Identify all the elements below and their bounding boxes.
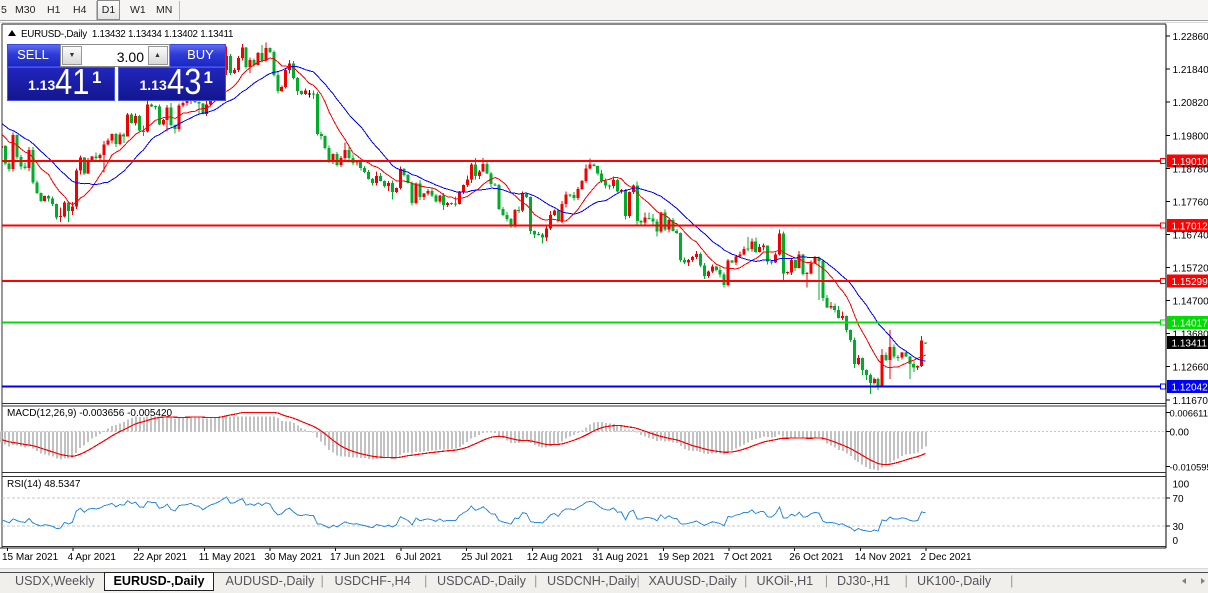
svg-text:1.14017: 1.14017 [1172, 319, 1208, 330]
svg-text:6 Jul 2021: 6 Jul 2021 [396, 552, 443, 563]
svg-text:1.15720: 1.15720 [1173, 264, 1208, 275]
svg-text:1.13680: 1.13680 [1173, 330, 1208, 341]
svg-text:1.17012: 1.17012 [1172, 222, 1208, 233]
svg-text:1.21840: 1.21840 [1173, 65, 1208, 76]
svg-text:0.006611: 0.006611 [1170, 407, 1208, 418]
svg-text:30 May 2021: 30 May 2021 [264, 552, 322, 563]
svg-text:22 Apr 2021: 22 Apr 2021 [133, 552, 187, 563]
svg-text:1.14700: 1.14700 [1173, 297, 1208, 308]
svg-text:1.15299: 1.15299 [1172, 277, 1208, 288]
svg-text:17 Jun 2021: 17 Jun 2021 [330, 552, 385, 563]
svg-text:1.11670: 1.11670 [1173, 396, 1208, 407]
svg-text:11 May 2021: 11 May 2021 [199, 552, 257, 563]
svg-text:RSI(14) 48.5347: RSI(14) 48.5347 [7, 479, 81, 490]
svg-text:1.19800: 1.19800 [1173, 131, 1208, 142]
svg-text:2 Dec 2021: 2 Dec 2021 [920, 552, 972, 563]
svg-text:-0.010595: -0.010595 [1170, 461, 1208, 472]
svg-text:12 Aug 2021: 12 Aug 2021 [527, 552, 584, 563]
svg-text:30: 30 [1173, 522, 1185, 533]
svg-text:0.00: 0.00 [1170, 428, 1190, 439]
svg-text:70: 70 [1173, 494, 1185, 505]
svg-text:26 Oct 2021: 26 Oct 2021 [789, 552, 844, 563]
svg-text:1.12660: 1.12660 [1173, 363, 1208, 374]
svg-text:15 Mar 2021: 15 Mar 2021 [2, 552, 59, 563]
svg-text:1.20820: 1.20820 [1173, 98, 1208, 109]
svg-text:1.19010: 1.19010 [1172, 157, 1208, 168]
svg-text:1.18780: 1.18780 [1173, 164, 1208, 175]
svg-text:MACD(12,26,9) -0.003656 -0.005: MACD(12,26,9) -0.003656 -0.005420 [7, 408, 173, 419]
svg-text:31 Aug 2021: 31 Aug 2021 [592, 552, 649, 563]
svg-text:1.16740: 1.16740 [1173, 230, 1208, 241]
svg-text:1.13411: 1.13411 [1172, 338, 1208, 349]
svg-text:4 Apr 2021: 4 Apr 2021 [68, 552, 117, 563]
svg-text:0: 0 [1173, 536, 1179, 547]
svg-text:1.12042: 1.12042 [1172, 383, 1208, 394]
svg-text:1.22860: 1.22860 [1173, 32, 1208, 43]
svg-text:100: 100 [1173, 480, 1190, 491]
svg-text:1.17760: 1.17760 [1173, 197, 1208, 208]
svg-text:14 Nov 2021: 14 Nov 2021 [855, 552, 912, 563]
svg-text:7 Oct 2021: 7 Oct 2021 [724, 552, 773, 563]
svg-text:19 Sep 2021: 19 Sep 2021 [658, 552, 715, 563]
svg-text:25 Jul 2021: 25 Jul 2021 [461, 552, 513, 563]
